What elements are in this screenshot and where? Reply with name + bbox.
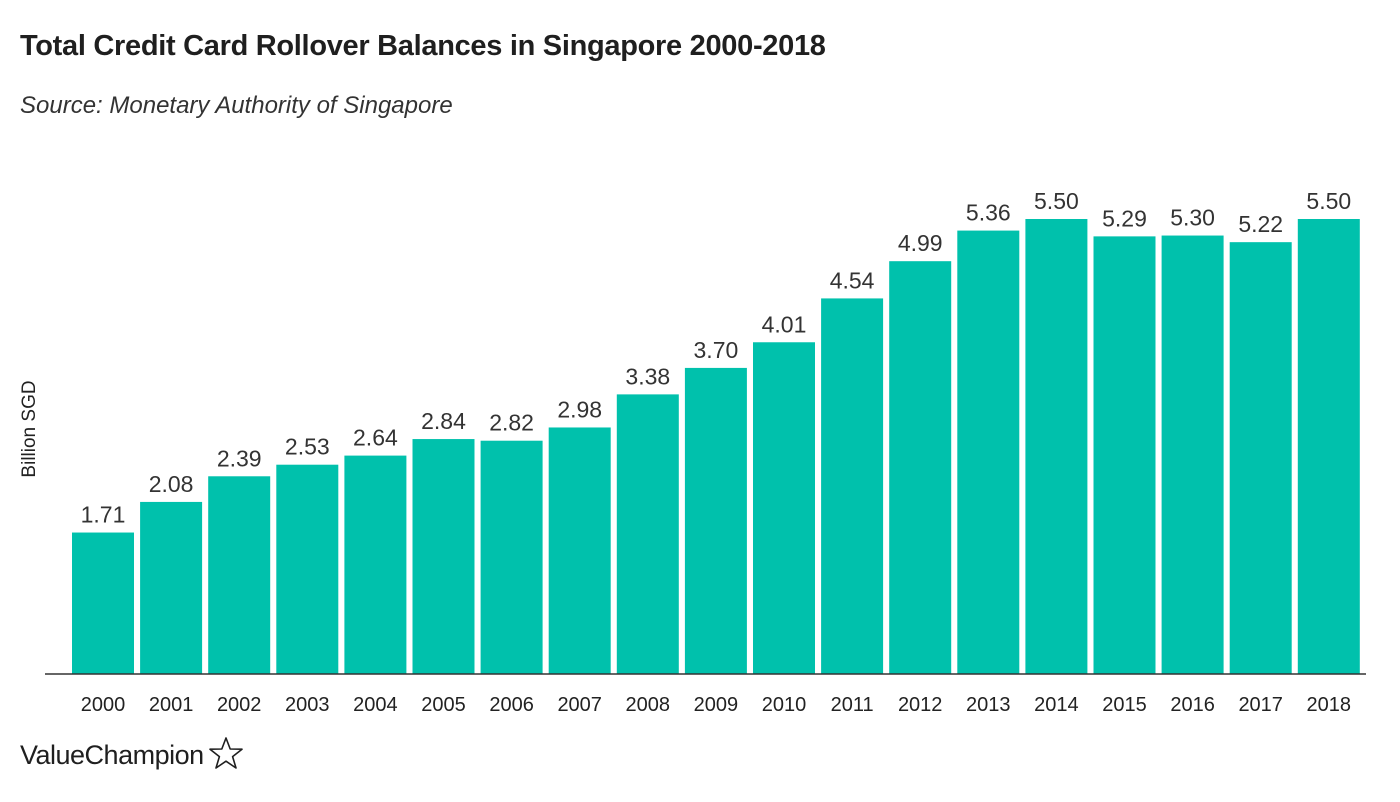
x-tick-label-2012: 2012 (898, 694, 943, 716)
bar-2007 (548, 427, 611, 674)
value-label-2014: 5.50 (1034, 188, 1079, 214)
x-tick-label-2015: 2015 (1102, 694, 1147, 716)
bar-2012 (889, 261, 952, 674)
value-label-2011: 4.54 (830, 267, 875, 293)
x-tick-label-2004: 2004 (353, 694, 398, 716)
value-label-2000: 1.71 (81, 502, 126, 528)
bar-2018 (1297, 219, 1360, 674)
chart-title: Total Credit Card Rollover Balances in S… (20, 30, 826, 62)
x-tick-label-2002: 2002 (217, 694, 262, 716)
bar-2011 (821, 298, 884, 674)
brand-logo: ValueChampion (20, 736, 244, 771)
value-label-2006: 2.82 (489, 410, 534, 436)
bar-2009 (684, 367, 747, 674)
bar-2003 (276, 464, 339, 674)
x-tick-label-2006: 2006 (489, 694, 534, 716)
chart-subtitle: Source: Monetary Authority of Singapore (20, 92, 453, 119)
value-label-2010: 4.01 (762, 311, 807, 337)
value-label-2012: 4.99 (898, 230, 943, 256)
bar-2000 (72, 532, 134, 674)
x-tick-label-2001: 2001 (149, 694, 194, 716)
x-tick-label-2007: 2007 (557, 694, 602, 716)
x-tick-label-2014: 2014 (1034, 694, 1079, 716)
x-tick-label-2009: 2009 (694, 694, 739, 716)
value-label-2013: 5.36 (966, 200, 1011, 226)
value-label-2003: 2.53 (285, 434, 330, 460)
x-tick-label-2011: 2011 (831, 694, 874, 716)
value-label-2018: 5.50 (1306, 188, 1351, 214)
bar-2004 (344, 455, 407, 674)
value-label-2005: 2.84 (421, 408, 466, 434)
x-tick-label-2018: 2018 (1307, 694, 1352, 716)
bar-2014 (1025, 219, 1088, 674)
value-label-2015: 5.29 (1102, 205, 1147, 231)
value-label-2001: 2.08 (149, 471, 194, 497)
x-tick-label-2016: 2016 (1170, 694, 1215, 716)
value-label-2017: 5.22 (1238, 211, 1283, 237)
bar-2010 (753, 342, 815, 674)
x-tick-label-2017: 2017 (1238, 694, 1283, 716)
value-label-2007: 2.98 (557, 396, 602, 422)
bar-2001 (140, 501, 203, 674)
x-tick-label-2003: 2003 (285, 694, 330, 716)
bar-2006 (480, 440, 543, 674)
value-label-2004: 2.64 (353, 425, 398, 451)
x-tick-label-2013: 2013 (966, 694, 1011, 716)
bar-2017 (1229, 242, 1292, 674)
value-labels-group: 1.71 2.08 2.39 2.53 2.64 2.84 2.82 2.98 3.38 3.70… (81, 188, 1352, 528)
x-tick-label-2000: 2000 (81, 694, 126, 716)
bar-2013 (957, 230, 1020, 674)
bar-2005 (412, 439, 475, 674)
x-tick-label-2008: 2008 (626, 694, 671, 716)
bar-2002 (208, 476, 271, 674)
x-tick-label-2005: 2005 (421, 694, 466, 716)
brand-name: ValueChampion (20, 740, 204, 770)
value-label-2002: 2.39 (217, 445, 262, 471)
value-label-2016: 5.30 (1170, 205, 1215, 231)
y-axis-label: Billion SGD (19, 380, 40, 477)
star-outline-icon (208, 736, 243, 769)
x-tick-labels-group: 2000 2001 2002 2003 2004 2005 2006 2007 2008 2009… (81, 694, 1351, 716)
bars-group (72, 219, 1360, 674)
bar-2015 (1093, 236, 1156, 674)
value-label-2008: 3.38 (625, 363, 670, 389)
bar-2016 (1161, 235, 1224, 674)
value-label-2009: 3.70 (694, 337, 739, 363)
x-tick-label-2010: 2010 (762, 694, 807, 716)
bar-2008 (616, 394, 679, 674)
